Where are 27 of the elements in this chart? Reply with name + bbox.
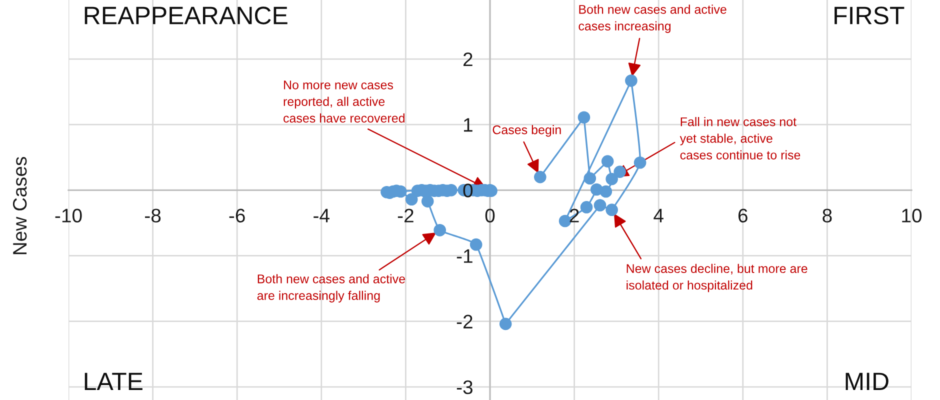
- x-tick-label: 6: [738, 208, 748, 222]
- y-tick-label: 2: [464, 52, 472, 66]
- x-tick-label: 0: [485, 208, 495, 222]
- y-axis-title: New Cases: [12, 156, 27, 254]
- annotation: FIRST: [834, 6, 904, 24]
- annotation: Cases begin: [492, 125, 561, 137]
- annotation: New cases decline, but more are isolated or hospitalized: [626, 264, 808, 292]
- annotation: Fall in new cases not yet stable, active cases continue to rise: [680, 117, 800, 160]
- y-tick-label: 1: [464, 118, 472, 132]
- annotation: No more new cases reported, all active cases have recovered: [284, 80, 404, 123]
- x-tick-label: -2: [398, 208, 414, 222]
- y-tick-label: -2: [456, 314, 472, 328]
- y-tick-label: -1: [456, 249, 472, 263]
- x-tick-label: -10: [55, 208, 82, 222]
- annotation: REAPPEARANCE: [84, 6, 288, 24]
- annotation: LATE: [84, 372, 142, 390]
- annotation: MID: [846, 372, 888, 390]
- annotation: Both new cases and active are increasingly falling: [257, 274, 405, 302]
- x-tick-label: -8: [145, 208, 161, 222]
- x-tick-label: 10: [902, 208, 922, 222]
- x-tick-label: -6: [229, 208, 245, 222]
- y-tick-label: 0: [463, 184, 473, 198]
- x-tick-label: -4: [314, 208, 330, 222]
- y-tick-label: -3: [456, 380, 472, 394]
- annotation: Both new cases and active cases increasing: [578, 4, 726, 33]
- x-tick-label: 4: [654, 208, 664, 222]
- x-tick-label: 8: [822, 208, 832, 222]
